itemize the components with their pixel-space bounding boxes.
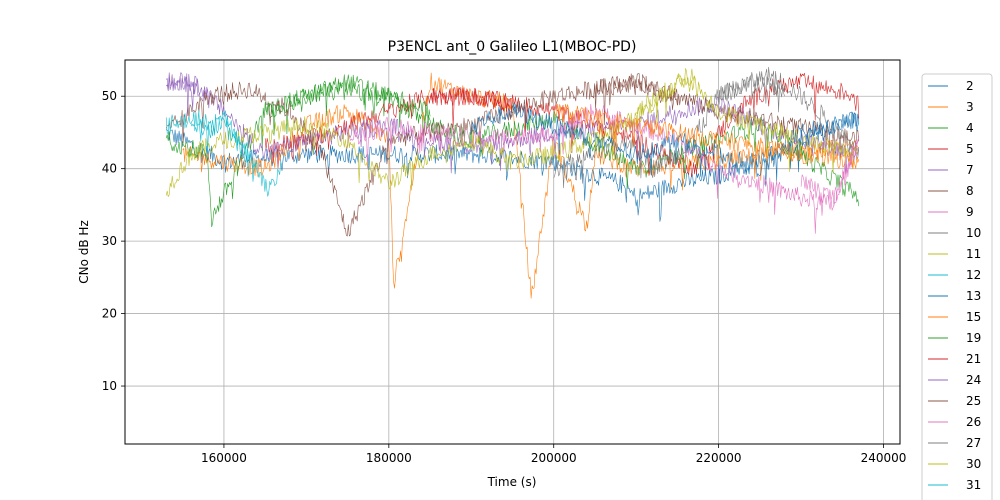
series-line-7 [165,72,860,179]
y-tick-label: 10 [102,379,117,393]
legend-label: 3 [966,100,974,114]
series-line-31 [190,110,258,177]
plot-frame [124,59,901,445]
legend-label: 15 [966,310,981,324]
legend-label: 27 [966,436,981,450]
x-tick-label: 160000 [201,451,247,465]
series-line-10 [553,66,860,189]
series-line-12 [165,110,282,197]
y-tick-label: 50 [102,89,117,103]
series-line-26 [800,136,860,216]
y-tick-label: 30 [102,234,117,248]
legend-label: 7 [966,163,974,177]
series-line-3 [182,72,859,299]
x-axis-label: Time (s) [487,475,537,489]
legend-label: 10 [966,226,981,240]
chart-title: P3ENCL ant_0 Galileo L1(MBOC-PD) [388,39,637,55]
y-ticks: 10 20 30 40 50 [102,89,125,393]
x-ticks: 160000 180000 200000 220000 240000 [201,444,906,465]
legend-label: 30 [966,457,981,471]
legend-label: 11 [966,247,981,261]
series-layer [165,66,860,299]
x-tick-label: 240000 [861,451,907,465]
legend-label: 26 [966,415,981,429]
series-line-11 [165,68,860,197]
grid [125,60,900,444]
series-line-24 [165,72,208,116]
series-line-15 [553,103,860,179]
legend-label: 8 [966,184,974,198]
series-line-2 [165,112,860,222]
legend-label: 25 [966,394,981,408]
legend-label: 9 [966,205,974,219]
legend-label: 13 [966,289,981,303]
legend-label: 31 [966,478,981,492]
x-tick-label: 180000 [366,451,412,465]
series-line-25 [594,74,678,110]
legend: 2 3 4 5 7 8 9 10 11 12 13 15 19 21 24 25 26 27 30 31 [921,73,993,500]
series-line-21 [429,87,513,113]
series-line-9 [347,103,860,234]
series-line-27 [718,74,785,104]
y-axis-label: CNo dB Hz [77,220,91,284]
series-line-4 [165,74,860,228]
legend-label: 2 [966,79,974,93]
x-tick-label: 220000 [696,451,742,465]
series-line-30 [635,68,695,123]
legend-label: 24 [966,373,981,387]
series-line-13 [471,102,860,184]
series-line-19 [264,79,431,136]
legend-label: 21 [966,352,981,366]
legend-label: 19 [966,331,981,345]
y-tick-label: 40 [102,162,117,176]
x-tick-label: 200000 [531,451,577,465]
legend-label: 4 [966,121,974,135]
legend-label: 12 [966,268,981,282]
legend-frame [921,73,993,500]
y-tick-label: 20 [102,307,117,321]
legend-label: 5 [966,142,974,156]
